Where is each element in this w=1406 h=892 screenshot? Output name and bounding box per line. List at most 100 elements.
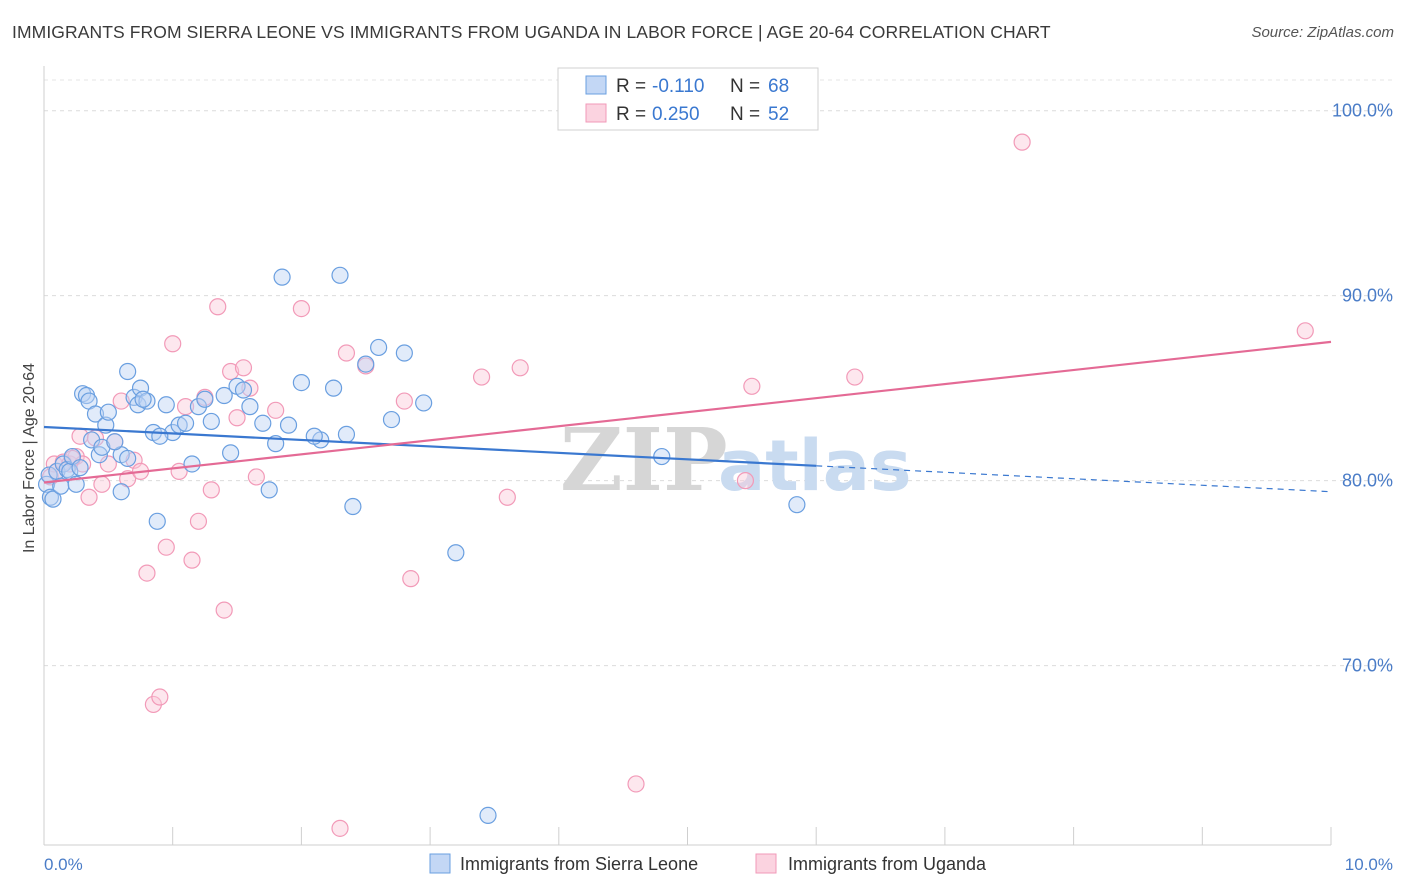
uganda-point-46 bbox=[736, 472, 755, 490]
uganda-point-19 bbox=[151, 688, 169, 706]
uganda-point-38 bbox=[337, 344, 356, 362]
bottom-legend: Immigrants from Sierra Leone Immigrants … bbox=[429, 853, 987, 874]
uganda-point-25 bbox=[189, 512, 208, 530]
sierra-leone-point-51 bbox=[357, 355, 375, 373]
sierra-leone-point-16 bbox=[86, 405, 105, 423]
stats-legend-swatch-pink bbox=[585, 103, 607, 123]
uganda-point-45 bbox=[627, 775, 645, 793]
stats-n-value-1: 68 bbox=[768, 76, 789, 97]
uganda-point-36 bbox=[292, 300, 310, 318]
uganda-point-11 bbox=[99, 455, 117, 473]
sierra-leone-point-18 bbox=[93, 438, 111, 456]
sierra-leone-point-33 bbox=[183, 455, 201, 473]
x-tick-label-min: 0.0% bbox=[44, 855, 83, 874]
sierra-leone-point-11 bbox=[71, 459, 89, 477]
trend-lines bbox=[43, 340, 1332, 493]
stats-n-value-2: 52 bbox=[768, 104, 789, 125]
trend-line-sierra-leone-extension bbox=[816, 465, 1332, 493]
uganda-point-27 bbox=[202, 481, 220, 499]
uganda-point-8 bbox=[80, 488, 98, 506]
uganda-point-48 bbox=[846, 368, 864, 386]
uganda-point-23 bbox=[176, 398, 195, 416]
uganda-point-42 bbox=[472, 368, 491, 386]
sierra-leone-point-44 bbox=[279, 416, 298, 434]
uganda-point-32 bbox=[234, 359, 253, 377]
stats-legend-swatch-blue bbox=[585, 75, 607, 95]
source-label: Source: ZipAtlas.com bbox=[1251, 24, 1394, 41]
uganda-point-34 bbox=[247, 468, 265, 486]
sierra-leone-point-2 bbox=[41, 488, 60, 506]
stats-r-value-2: 0.250 bbox=[652, 104, 700, 125]
y-tick-label-80: 80.0% bbox=[1342, 471, 1393, 491]
sierra-leone-point-52 bbox=[370, 338, 388, 357]
chart-title: IMMIGRANTS FROM SIERRA LEONE VS IMMIGRAN… bbox=[12, 22, 1051, 42]
trend-line-sierra-leone bbox=[43, 425, 817, 467]
y-tick-label-100: 100.0% bbox=[1332, 101, 1393, 121]
uganda-point-50 bbox=[1296, 322, 1314, 340]
uganda-point-43 bbox=[498, 488, 516, 506]
sierra-leone-point-41 bbox=[260, 481, 278, 499]
uganda-point-49 bbox=[1013, 133, 1031, 151]
sierra-leone-point-49 bbox=[337, 425, 356, 443]
uganda-point-24 bbox=[183, 551, 201, 569]
stats-r-label-1: R = bbox=[616, 76, 646, 97]
uganda-point-29 bbox=[215, 601, 233, 619]
watermark: ZIP atlas bbox=[560, 410, 912, 511]
sierra-leone-point-64 bbox=[151, 427, 169, 445]
sierra-leone-point-50 bbox=[344, 497, 362, 516]
legend-label-uganda: Immigrants from Uganda bbox=[788, 854, 987, 874]
axes bbox=[43, 66, 1332, 846]
sierra-leone-point-36 bbox=[215, 386, 233, 405]
legend-swatch-uganda bbox=[755, 853, 777, 874]
stats-legend: R = -0.110 N = 68 R = 0.250 N = 52 bbox=[557, 67, 819, 131]
y-tick-label-90: 90.0% bbox=[1342, 286, 1393, 306]
sierra-leone-point-20 bbox=[99, 403, 117, 421]
sierra-leone-point-58 bbox=[653, 447, 671, 466]
sierra-leone-point-55 bbox=[415, 394, 433, 412]
sierra-leone-point-32 bbox=[176, 414, 195, 432]
sierra-leone-point-28 bbox=[148, 512, 166, 530]
uganda-point-21 bbox=[164, 335, 182, 353]
sierra-leone-point-53 bbox=[382, 410, 401, 429]
sierra-leone-point-48 bbox=[331, 266, 349, 284]
y-tick-labels: 70.0% 80.0% 90.0% 100.0% bbox=[1332, 101, 1393, 676]
sierra-leone-point-57 bbox=[479, 806, 497, 825]
uganda-point-47 bbox=[743, 377, 761, 395]
sierra-leone-point-38 bbox=[234, 381, 253, 399]
series-uganda-points bbox=[41, 133, 1314, 837]
sierra-leone-point-29 bbox=[157, 396, 175, 414]
uganda-point-31 bbox=[228, 409, 246, 427]
sierra-leone-point-59 bbox=[788, 496, 806, 514]
sierra-leone-point-65 bbox=[202, 412, 220, 431]
sierra-leone-point-39 bbox=[241, 398, 259, 416]
uganda-point-41 bbox=[402, 570, 420, 588]
stats-n-label-1: N = bbox=[730, 76, 760, 97]
stats-r-value-1: -0.110 bbox=[652, 76, 704, 97]
uganda-point-44 bbox=[511, 359, 529, 377]
sierra-leone-point-63 bbox=[222, 444, 240, 462]
sierra-leone-point-35 bbox=[196, 390, 214, 408]
uganda-point-33 bbox=[241, 379, 259, 397]
sierra-leone-point-61 bbox=[134, 390, 152, 408]
sierra-leone-point-43 bbox=[273, 268, 291, 286]
y-axis-label: In Labor Force | Age 20-64 bbox=[21, 363, 38, 553]
legend-label-sierra-leone: Immigrants from Sierra Leone bbox=[460, 854, 698, 874]
trend-line-uganda bbox=[43, 340, 1332, 484]
sierra-leone-point-40 bbox=[254, 414, 272, 432]
uganda-point-28 bbox=[209, 298, 227, 316]
sierra-leone-point-7 bbox=[58, 460, 76, 479]
sierra-leone-point-60 bbox=[119, 362, 137, 381]
series-sierra-leone-points bbox=[37, 266, 806, 825]
y-tick-label-70: 70.0% bbox=[1342, 656, 1393, 676]
sierra-leone-point-66 bbox=[112, 483, 130, 501]
sierra-leone-point-47 bbox=[324, 379, 343, 397]
uganda-point-20 bbox=[157, 538, 175, 556]
stats-n-label-2: N = bbox=[730, 104, 760, 125]
sierra-leone-point-22 bbox=[119, 449, 137, 468]
sierra-leone-point-3 bbox=[44, 490, 62, 508]
sierra-leone-point-56 bbox=[447, 544, 465, 562]
sierra-leone-point-45 bbox=[292, 373, 310, 392]
sierra-leone-point-62 bbox=[106, 433, 124, 451]
uganda-point-35 bbox=[267, 401, 285, 419]
